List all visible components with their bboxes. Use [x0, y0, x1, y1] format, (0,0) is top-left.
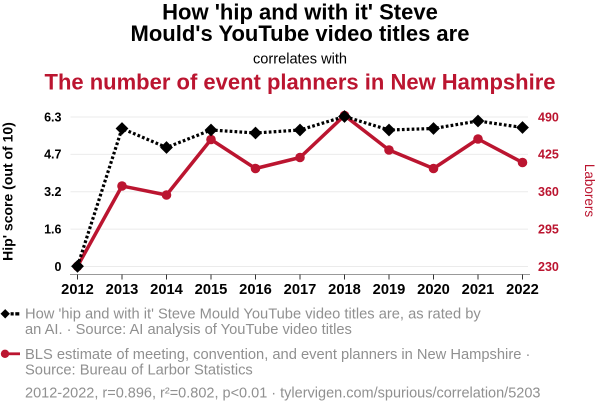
svg-text:4.7: 4.7 [44, 148, 61, 162]
svg-text:425: 425 [538, 148, 559, 162]
svg-text:230: 230 [538, 260, 559, 274]
svg-text:2014: 2014 [150, 282, 184, 298]
svg-text:0: 0 [55, 260, 62, 274]
svg-text:2019: 2019 [373, 282, 406, 298]
svg-text:How 'hip and with it' Steve: How 'hip and with it' Steve [162, 0, 438, 24]
svg-text:an AI. · Source: AI analysis o: an AI. · Source: AI analysis of YouTube … [25, 322, 352, 338]
svg-text:2012: 2012 [61, 282, 94, 298]
svg-text:2012-2022, r=0.896, r²=0.802,: 2012-2022, r=0.896, r²=0.802, p<0.01 · t… [25, 386, 540, 402]
svg-text:Hip' score (out of 10): Hip' score (out of 10) [0, 122, 16, 261]
svg-text:1.6: 1.6 [44, 222, 61, 236]
svg-text:6.3: 6.3 [44, 110, 61, 124]
svg-text:2021: 2021 [462, 282, 495, 298]
svg-text:2020: 2020 [417, 282, 450, 298]
svg-text:2016: 2016 [239, 282, 272, 298]
svg-text:3.2: 3.2 [44, 185, 61, 199]
svg-text:2018: 2018 [328, 282, 361, 298]
svg-text:2017: 2017 [284, 282, 317, 298]
svg-text:Laborers: Laborers [582, 164, 597, 218]
svg-text:Source: Bureau of Larbor Stati: Source: Bureau of Larbor Statistics [25, 363, 253, 379]
svg-text:Mould's YouTube video titles a: Mould's YouTube video titles are [131, 21, 470, 46]
svg-text:360: 360 [538, 185, 559, 199]
svg-text:BLS estimate of meeting, conve: BLS estimate of meeting, convention, and… [25, 347, 530, 363]
svg-text:2013: 2013 [106, 282, 139, 298]
svg-text:295: 295 [538, 222, 559, 236]
svg-text:2022: 2022 [506, 282, 539, 298]
svg-text:2015: 2015 [195, 282, 228, 298]
svg-text:correlates with: correlates with [253, 52, 347, 68]
svg-text:490: 490 [538, 110, 559, 124]
svg-text:The number of event planners i: The number of event planners in New Hamp… [45, 70, 556, 95]
svg-text:How 'hip and with it' Steve Mo: How 'hip and with it' Steve Mould YouTub… [25, 306, 481, 322]
